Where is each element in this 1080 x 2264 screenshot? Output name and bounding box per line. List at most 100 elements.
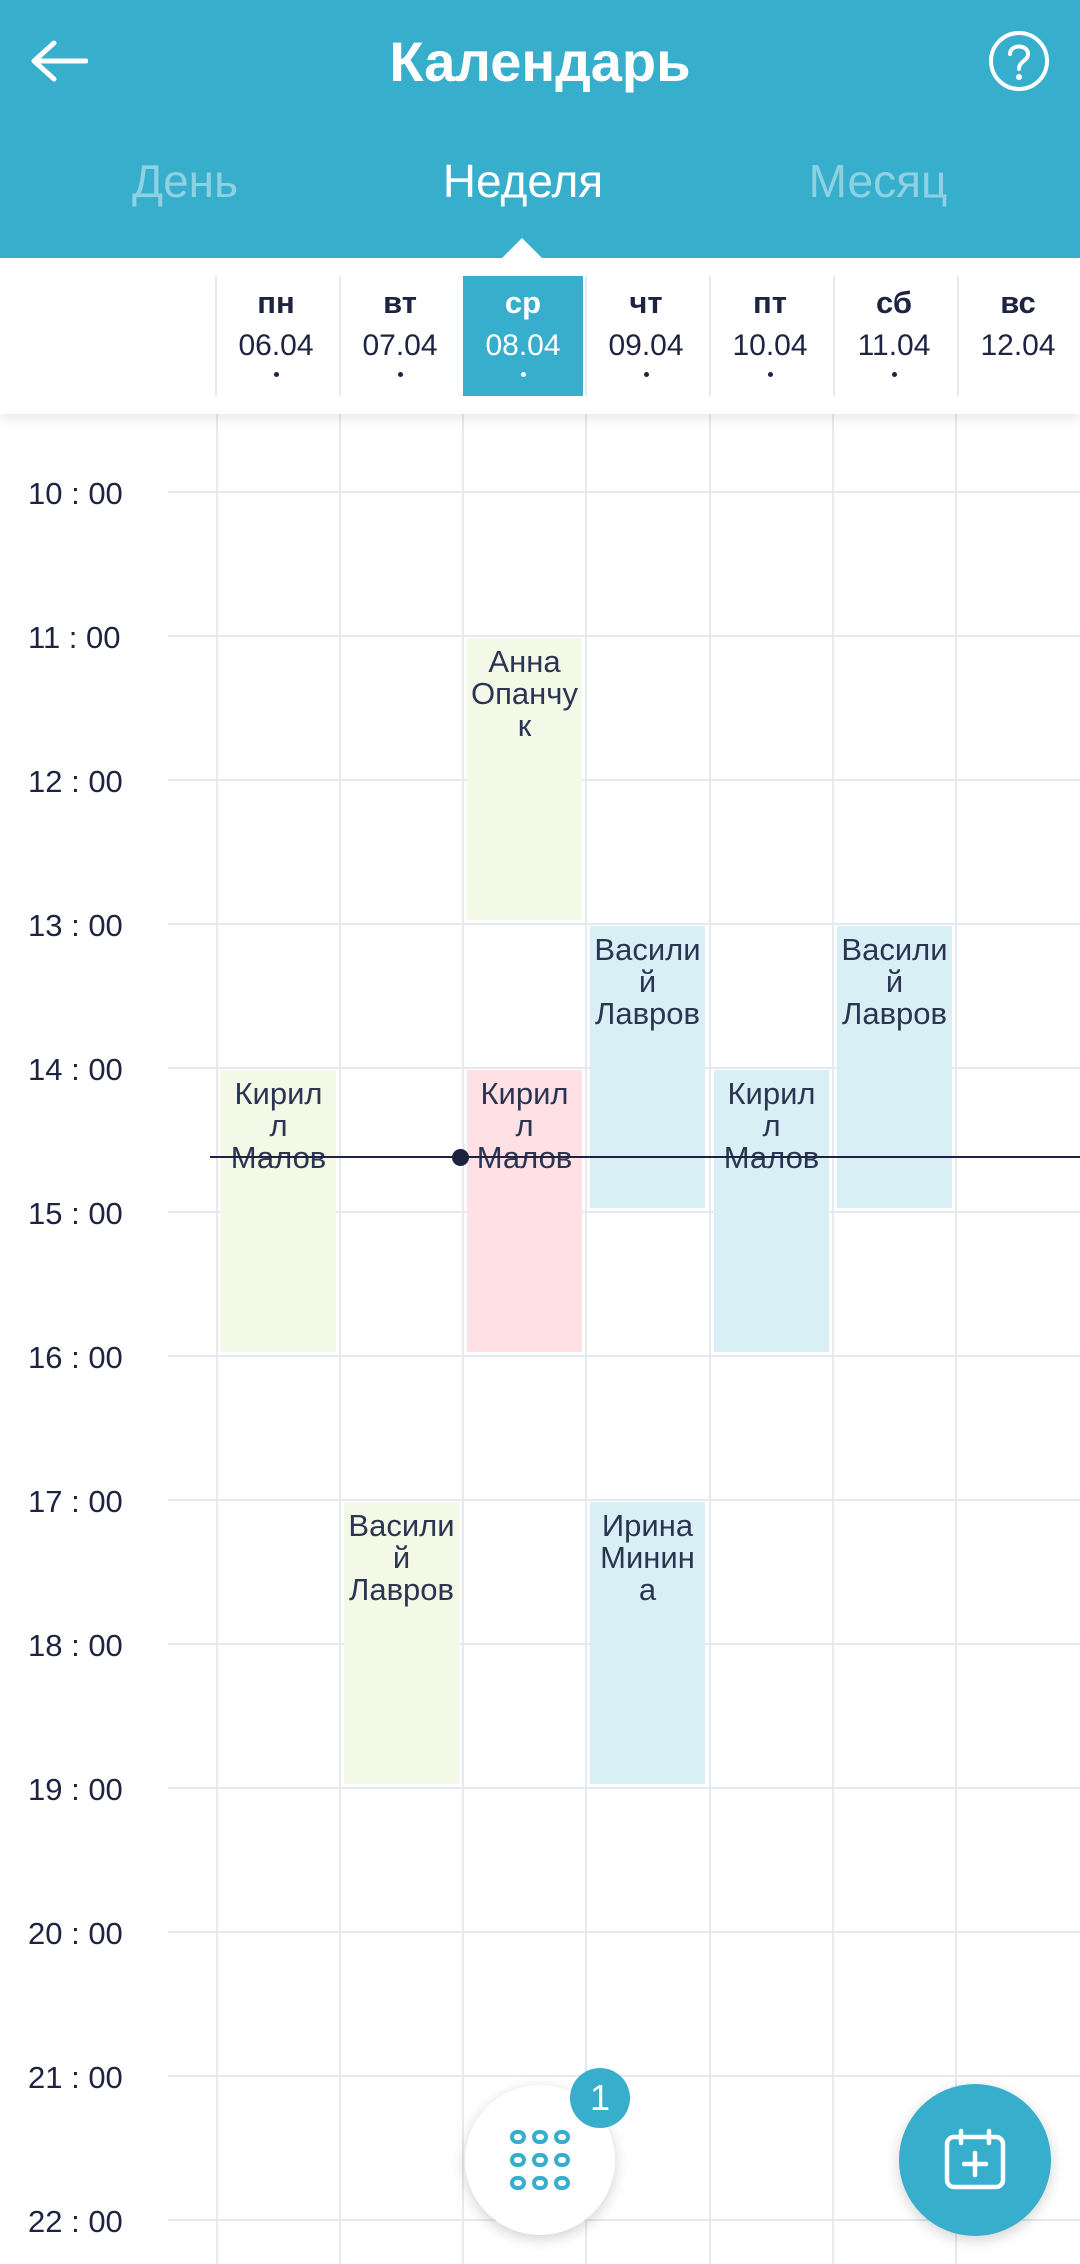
day-name: пт bbox=[753, 285, 787, 320]
day-name: вс bbox=[1000, 285, 1036, 320]
column-divider bbox=[585, 414, 587, 2264]
appointment-card[interactable]: Ирина Минин а bbox=[590, 1502, 705, 1784]
day-fri[interactable]: пт 10.04 bbox=[709, 276, 829, 396]
day-sat[interactable]: сб 11.04 bbox=[833, 276, 953, 396]
current-time-line bbox=[210, 1156, 1080, 1158]
events-dot bbox=[891, 372, 897, 377]
time-label: 22 : 00 bbox=[28, 2204, 123, 2239]
day-name: ср bbox=[504, 285, 542, 320]
hour-line bbox=[168, 923, 1080, 925]
calendar-plus-icon bbox=[944, 2128, 1006, 2190]
event-name-line: к bbox=[517, 708, 532, 743]
hour-line bbox=[168, 1931, 1080, 1933]
notification-badge: 1 bbox=[570, 2068, 630, 2128]
event-name-line: л bbox=[762, 1108, 781, 1143]
event-name-line: а bbox=[638, 1572, 657, 1607]
tab-week[interactable]: Неделя bbox=[442, 155, 604, 207]
day-name: сб bbox=[876, 285, 912, 320]
view-tabs: День Неделя Месяц bbox=[0, 148, 1080, 218]
day-name: чт bbox=[629, 285, 663, 320]
time-label: 18 : 00 bbox=[28, 1628, 123, 1663]
event-name-line: й bbox=[638, 964, 657, 999]
day-mon[interactable]: пн 06.04 bbox=[215, 276, 335, 396]
event-name-line: Васили bbox=[348, 1508, 455, 1543]
help-button[interactable] bbox=[986, 28, 1052, 94]
arrow-left-icon bbox=[31, 40, 88, 82]
events-dot bbox=[520, 372, 526, 377]
day-thu[interactable]: чт 09.04 bbox=[585, 276, 705, 396]
event-name-line: Васили bbox=[841, 932, 948, 967]
time-label: 19 : 00 bbox=[28, 1772, 123, 1807]
back-button[interactable] bbox=[22, 26, 92, 96]
appointment-card[interactable]: Кирил л Малов bbox=[221, 1070, 336, 1352]
tab-day[interactable]: День bbox=[131, 155, 239, 207]
time-label: 11 : 00 bbox=[28, 620, 121, 655]
column-divider bbox=[216, 414, 218, 2264]
event-name-line: Кирил bbox=[234, 1076, 323, 1111]
day-name: пн bbox=[257, 285, 295, 320]
week-grid[interactable]: 10 : 00 11 : 00 12 : 00 13 : 00 14 : 00 … bbox=[0, 414, 1080, 2264]
time-label: 17 : 00 bbox=[28, 1484, 123, 1519]
event-name-line: Лавров bbox=[841, 996, 947, 1031]
time-label: 15 : 00 bbox=[28, 1196, 123, 1231]
hour-line bbox=[168, 2075, 1080, 2077]
day-date: 08.04 bbox=[485, 329, 561, 362]
hour-line bbox=[168, 635, 1080, 637]
active-tab-pointer bbox=[501, 238, 543, 259]
day-date: 09.04 bbox=[608, 329, 684, 362]
hour-line bbox=[168, 1499, 1080, 1501]
time-label: 12 : 00 bbox=[28, 764, 123, 799]
appointment-card[interactable]: Васили й Лавров bbox=[837, 926, 952, 1208]
hour-line bbox=[168, 491, 1080, 493]
time-label: 13 : 00 bbox=[28, 908, 123, 943]
event-name-line: Минин bbox=[600, 1540, 695, 1575]
time-label: 10 : 00 bbox=[28, 476, 123, 511]
day-date: 07.04 bbox=[362, 329, 438, 362]
event-name-line: л bbox=[515, 1108, 534, 1143]
event-name-line: Анна bbox=[488, 644, 561, 679]
column-divider bbox=[339, 414, 341, 2264]
event-name-line: Васили bbox=[594, 932, 701, 967]
event-name-line: Лавров bbox=[594, 996, 700, 1031]
event-name-line: й bbox=[885, 964, 904, 999]
time-label: 16 : 00 bbox=[28, 1340, 123, 1375]
day-date: 06.04 bbox=[238, 329, 314, 362]
appointment-card[interactable]: Васили й Лавров bbox=[344, 1502, 459, 1784]
event-name-line: Малов bbox=[476, 1140, 573, 1175]
hour-line bbox=[168, 779, 1080, 781]
question-circle-icon bbox=[989, 31, 1049, 91]
appointment-card[interactable]: Анна Опанчу к bbox=[467, 638, 582, 920]
event-name-line: Ирина bbox=[601, 1508, 694, 1543]
time-label: 20 : 00 bbox=[28, 1916, 123, 1951]
event-name-line: л bbox=[269, 1108, 288, 1143]
event-name-line: Лавров bbox=[348, 1572, 454, 1607]
appointment-card[interactable]: Васили й Лавров bbox=[590, 926, 705, 1208]
day-sun[interactable]: вс 12.04 bbox=[957, 276, 1077, 396]
day-date: 11.04 bbox=[857, 329, 931, 362]
day-wed[interactable]: ср 08.04 bbox=[463, 276, 583, 396]
day-date: 10.04 bbox=[732, 329, 808, 362]
events-dot bbox=[767, 372, 773, 377]
hour-line bbox=[168, 1355, 1080, 1357]
hour-line bbox=[168, 1787, 1080, 1789]
week-days-row: пн 06.04 вт 07.04 ср 08.04 чт 09.04 пт 1… bbox=[0, 258, 1080, 414]
add-appointment-button[interactable] bbox=[899, 2084, 1051, 2236]
appointment-card[interactable]: Кирил л Малов bbox=[714, 1070, 829, 1352]
event-name-line: Малов bbox=[230, 1140, 327, 1175]
grid-dots-icon bbox=[510, 2130, 570, 2190]
event-name-line: Кирил bbox=[480, 1076, 569, 1111]
column-divider bbox=[462, 414, 464, 2264]
appointment-card[interactable]: Кирил л Малов bbox=[467, 1070, 582, 1352]
day-tue[interactable]: вт 07.04 bbox=[339, 276, 459, 396]
page-title: Календарь bbox=[389, 30, 691, 93]
time-label: 21 : 00 bbox=[28, 2060, 123, 2095]
day-name: вт bbox=[383, 285, 417, 320]
app-header: Календарь День Неделя Месяц bbox=[0, 0, 1080, 258]
column-divider bbox=[709, 414, 711, 2264]
event-name-line: Кирил bbox=[727, 1076, 816, 1111]
event-name-line: й bbox=[392, 1540, 411, 1575]
events-dot bbox=[273, 372, 279, 377]
tab-month[interactable]: Месяц bbox=[808, 155, 948, 207]
hour-line bbox=[168, 2219, 1080, 2221]
event-name-line: Малов bbox=[723, 1140, 820, 1175]
